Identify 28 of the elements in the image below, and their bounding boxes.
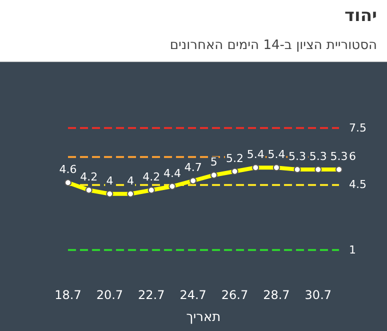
data-label: 4.2 — [80, 170, 98, 184]
data-label: 4 — [127, 174, 134, 188]
data-label: 5.4 — [246, 148, 264, 162]
data-label: 4.4 — [163, 166, 181, 180]
data-label: 4.2 — [142, 170, 160, 184]
data-label: 4.7 — [184, 161, 202, 174]
x-tick-label: 28.7 — [263, 288, 290, 302]
x-tick-label: 22.7 — [138, 288, 165, 302]
chart-title: יהוד — [343, 5, 377, 26]
x-tick-label: 30.7 — [304, 288, 332, 302]
data-label: 4.6 — [59, 163, 77, 176]
data-label: 5.3 — [330, 150, 348, 163]
x-tick-label: 24.7 — [180, 288, 206, 302]
ref-line-label: 7.5 — [349, 122, 366, 135]
ref-line-label: 6 — [349, 150, 356, 163]
data-label: 5.3 — [288, 150, 306, 163]
data-label: 4 — [106, 174, 114, 188]
ref-line-label: 1 — [349, 244, 356, 257]
data-label: 5.2 — [226, 152, 244, 165]
x-tick-label: 18.7 — [54, 288, 82, 302]
ref-line-label: 4.5 — [349, 178, 366, 191]
chart-subtitle: הסטוריית הציון ב-14 הימים האחרונים — [168, 37, 377, 53]
data-label: 5 — [210, 156, 218, 169]
x-tick-label: 20.7 — [96, 288, 124, 302]
x-tick-label: 26.7 — [221, 288, 248, 302]
x-axis-title: תאריך — [186, 310, 221, 325]
data-label: 5.3 — [309, 150, 327, 163]
data-label: 5.4 — [268, 148, 286, 162]
